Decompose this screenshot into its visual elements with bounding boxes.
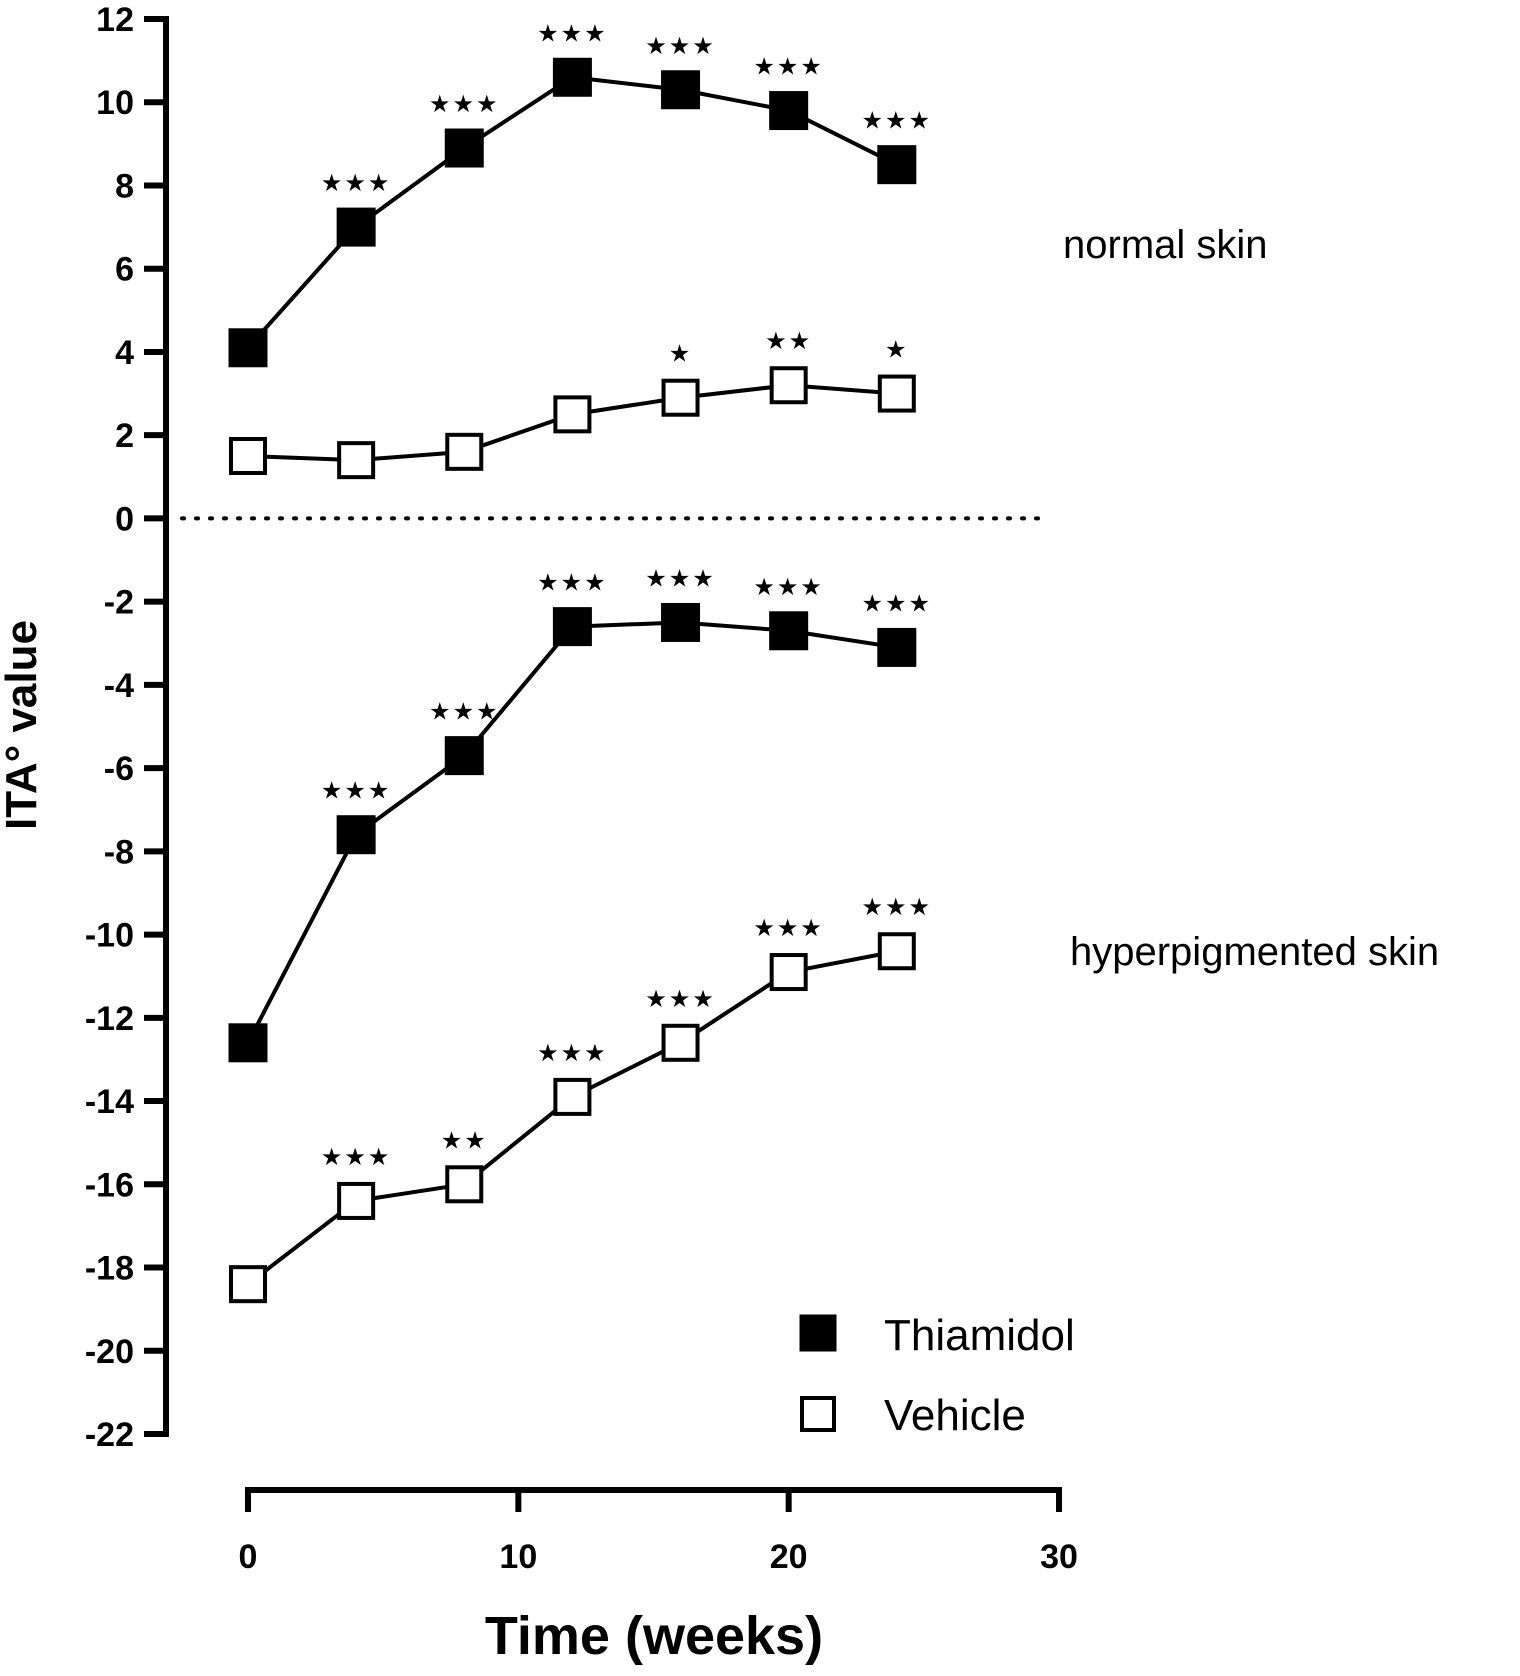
x-axis-title: Time (weeks) [485,1606,823,1666]
y-tick-label: 8 [115,167,134,205]
data-point [769,91,809,131]
y-tick-label: 12 [96,1,134,39]
annotation-normal-skin: normal skin [1063,223,1268,267]
data-point [877,932,916,971]
data-point [552,607,592,647]
series-line [246,949,898,1286]
legend-label-thiamidol: Thiamidol [884,1311,1075,1360]
data-point [445,1165,484,1204]
plot-area: ★★★★★★★★★ ★★★★★★★★★★ ★★ ★★★★★★★★★★ ★★★ ★★★★★★… [228,19,933,1304]
labels: ITA° value Time (weeks) normal skin hype… [0,223,1439,1666]
data-point [877,627,917,667]
y-tick-label: 6 [115,251,134,289]
data-point [661,378,700,417]
significance-label: ★★★ [645,564,716,592]
significance-label: ★★★ [753,914,824,942]
significance-label: ★★★ [753,573,824,601]
data-point [769,611,809,651]
x-tick-label: 30 [1040,1538,1078,1576]
data-point [228,1023,268,1063]
y-tick-label: -16 [85,1166,134,1204]
data-point [661,70,701,110]
significance-label: ★★★ [862,893,933,921]
y-tick-label: -14 [85,1083,134,1121]
y-axis-title: ITA° value [0,620,46,830]
legend-label-vehicle: Vehicle [884,1391,1026,1440]
data-point [229,436,267,475]
y-tick-label: -12 [85,1000,134,1038]
data-point [445,432,484,471]
significance-label: ★★ [441,1126,488,1154]
data-point [553,395,592,434]
data-point [444,736,484,776]
significance-label: ★★★ [321,169,392,197]
annotation-hyperpigmented-skin: hyperpigmented skin [1070,930,1439,974]
y-tick-label: 0 [115,500,134,538]
data-point [228,328,268,368]
significance-label: ★★★ [429,698,500,726]
data-point [337,441,376,480]
significance-label: ★★★ [753,53,824,81]
significance-label: ★★★ [537,569,608,597]
legend: Thiamidol Vehicle [799,1311,1075,1440]
data-point [336,815,376,855]
significance-label: ★ [885,336,909,364]
data-point [229,1265,267,1304]
data-point [769,953,808,992]
y-tick-label: -20 [85,1333,134,1371]
data-point [337,1181,376,1220]
y-tick-label: -4 [104,667,134,705]
y-tick-label: 10 [96,84,134,122]
y-tick-label: -22 [85,1416,134,1454]
data-point [769,366,808,405]
data-point [552,57,592,97]
significance-label: ★★★ [321,1143,392,1171]
significance-label: ★★★ [537,1039,608,1067]
legend-marker-thiamidol [799,1314,837,1352]
series-0: ★★★★★★★★★ ★★★★★★★★★ [228,19,933,368]
y-tick-label: -18 [85,1250,134,1288]
data-point [336,207,376,247]
x-tick-label: 20 [770,1538,808,1576]
data-point [877,374,916,413]
significance-label: ★★★ [321,777,392,805]
significance-label: ★★★ [862,107,933,135]
significance-label: ★★★ [645,985,716,1013]
legend-marker-vehicle [800,1396,836,1432]
significance-label: ★★★ [645,32,716,60]
y-tick-label: -10 [85,917,134,955]
data-point [661,1023,700,1062]
significance-label: ★★ [765,327,812,355]
significance-label: ★★★ [429,90,500,118]
y-tick-label: -8 [104,833,134,871]
x-tick-label: 0 [239,1538,258,1576]
series-2: ★★★ ★★★ ★★★ ★★★ ★★★ ★★★ [228,564,933,1063]
significance-label: ★★★ [862,589,933,617]
significance-label: ★★★ [537,19,608,47]
y-tick-label: -6 [104,750,134,788]
series-3: ★★★★★★★★★★★★★★★★★ [229,893,933,1304]
significance-label: ★ [669,340,693,368]
data-point [661,602,701,642]
y-tick-label: 2 [115,417,134,455]
data-point [553,1077,592,1116]
data-point [444,128,484,168]
y-tick-label: 4 [115,334,134,372]
x-tick-label: 10 [499,1538,537,1576]
data-point [877,145,917,185]
series-1: ★ ★★ ★ [229,327,916,480]
y-tick-label: -2 [104,584,134,622]
